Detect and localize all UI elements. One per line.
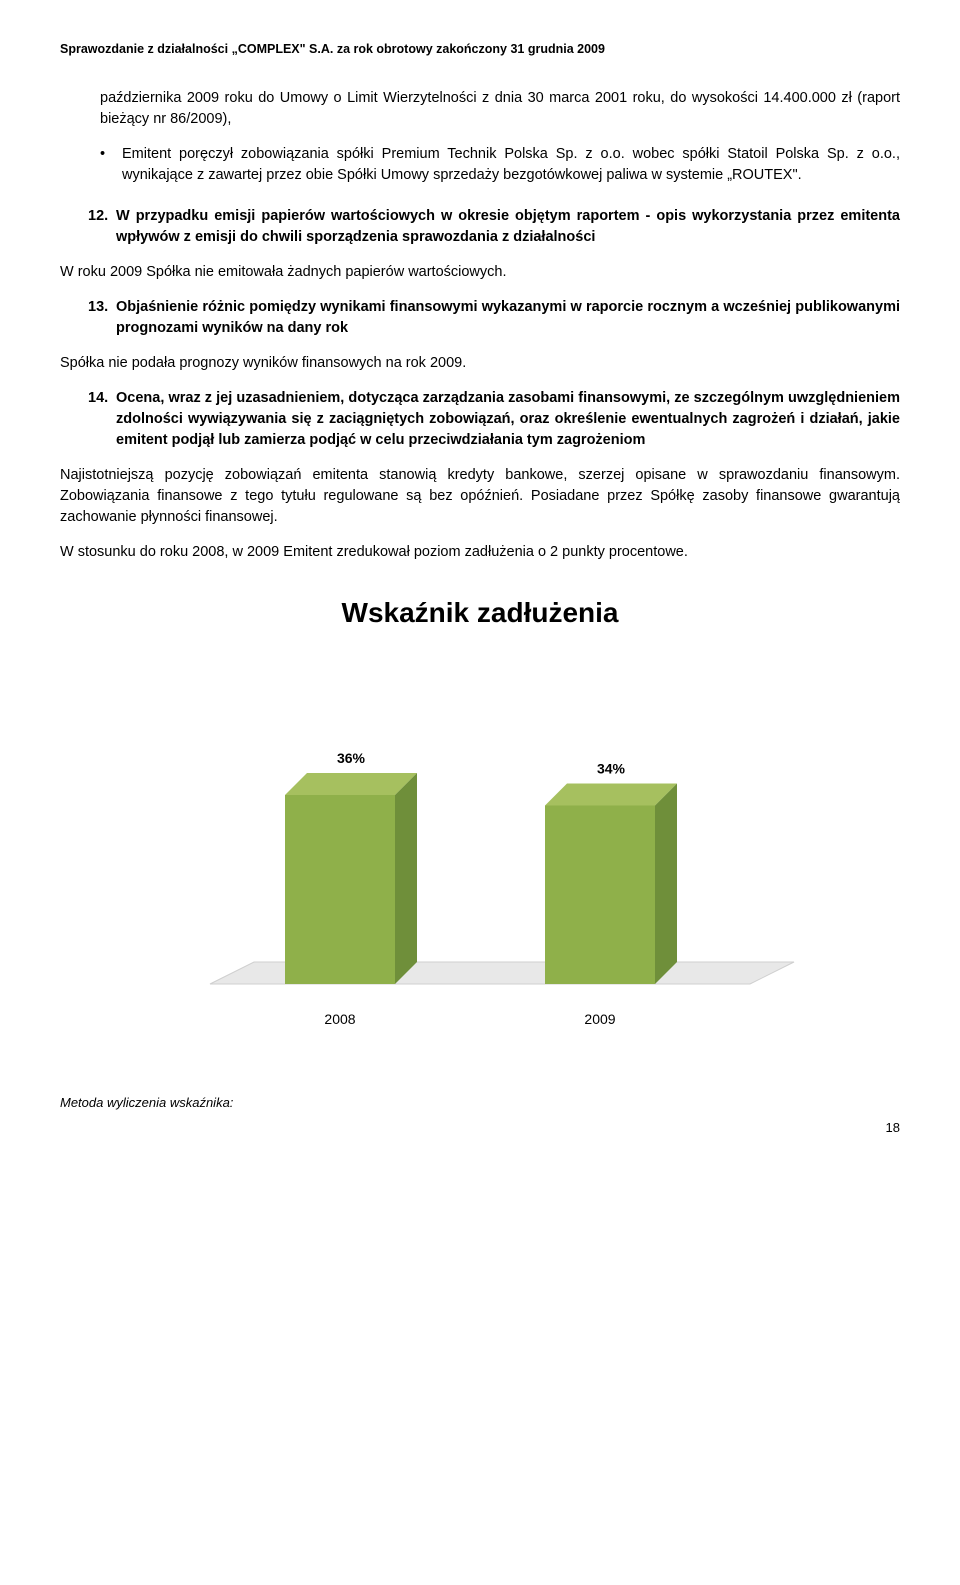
numbered-item-14: 14. Ocena, wraz z jej uzasadnieniem, dot… bbox=[60, 388, 900, 451]
item-body: Najistotniejszą pozycję zobowiązań emite… bbox=[60, 465, 900, 528]
bar-category-label: 2009 bbox=[584, 1011, 615, 1027]
page-number: 18 bbox=[60, 1119, 900, 1138]
item-number: 14. bbox=[88, 388, 116, 451]
bar-chart-svg: 36% 34% 2008 2009 bbox=[160, 674, 800, 1054]
intro-paragraph: października 2009 roku do Umowy o Limit … bbox=[100, 88, 900, 130]
chart-title: Wskaźnik zadłużenia bbox=[60, 593, 900, 634]
item-body-2: W stosunku do roku 2008, w 2009 Emitent … bbox=[60, 542, 900, 563]
item-number: 13. bbox=[88, 297, 116, 339]
chart-bar-2009 bbox=[545, 783, 677, 984]
bar-value-label: 34% bbox=[597, 760, 626, 776]
bar-value-label: 36% bbox=[337, 750, 366, 766]
item-title: Ocena, wraz z jej uzasadnieniem, dotyczą… bbox=[116, 388, 900, 451]
bullet-text: Emitent poręczył zobowiązania spółki Pre… bbox=[122, 144, 900, 186]
chart-bar-2008 bbox=[285, 773, 417, 984]
bullet-marker: • bbox=[100, 144, 122, 186]
item-body: Spółka nie podała prognozy wyników finan… bbox=[60, 353, 900, 374]
item-number: 12. bbox=[88, 206, 116, 248]
item-body: W roku 2009 Spółka nie emitowała żadnych… bbox=[60, 262, 900, 283]
bullet-item: • Emitent poręczył zobowiązania spółki P… bbox=[100, 144, 900, 186]
page-header: Sprawozdanie z działalności „COMPLEX" S.… bbox=[60, 40, 900, 58]
numbered-item-13: 13. Objaśnienie różnic pomiędzy wynikami… bbox=[60, 297, 900, 339]
numbered-item-12: 12. W przypadku emisji papierów wartości… bbox=[60, 206, 900, 248]
item-title: Objaśnienie różnic pomiędzy wynikami fin… bbox=[116, 297, 900, 339]
footer-note: Metoda wyliczenia wskaźnika: bbox=[60, 1094, 900, 1113]
debt-ratio-chart: 36% 34% 2008 2009 bbox=[160, 674, 800, 1054]
bar-category-label: 2008 bbox=[324, 1011, 355, 1027]
item-title: W przypadku emisji papierów wartościowyc… bbox=[116, 206, 900, 248]
